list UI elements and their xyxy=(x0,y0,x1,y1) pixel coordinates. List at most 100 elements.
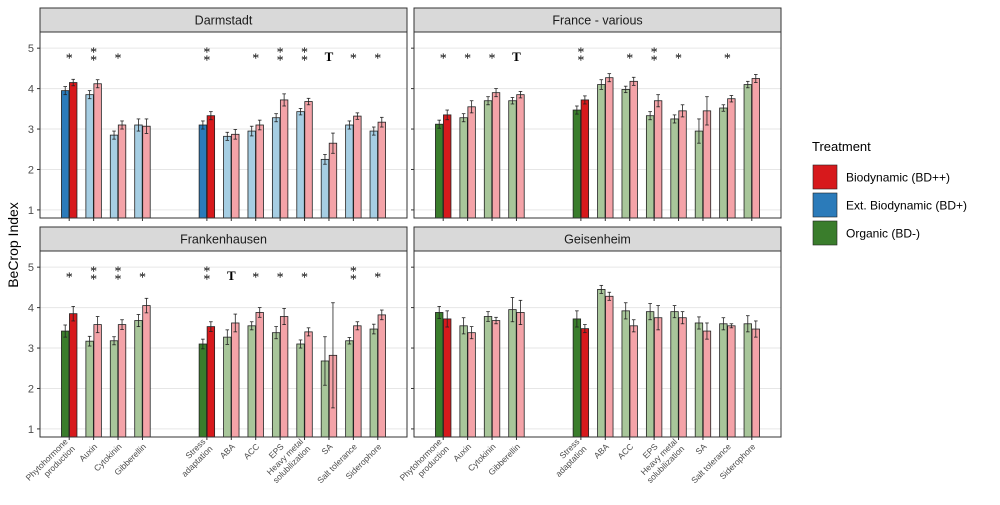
bar-siderophore-bd xyxy=(751,328,760,438)
bar-gibberellin-bd xyxy=(516,312,525,438)
error-bar xyxy=(461,113,466,123)
bar-cytokinin-bd xyxy=(109,134,119,219)
bar-salt-tolerance-bd xyxy=(719,323,728,438)
bar-phytohormone-production-bd xyxy=(435,312,444,438)
significance-star: * xyxy=(277,45,284,60)
error-bar xyxy=(461,317,466,335)
error-bar xyxy=(494,88,498,98)
bar-siderophore-bd xyxy=(743,323,752,438)
bar-siderophore-bd xyxy=(377,121,386,219)
error-bar xyxy=(623,302,628,320)
bar-siderophore-bd xyxy=(369,130,378,219)
bar-siderophore-bd xyxy=(751,78,760,219)
significance-star: * xyxy=(577,45,584,60)
error-bar xyxy=(95,316,100,334)
error-bar xyxy=(575,105,579,115)
error-bar xyxy=(331,302,335,409)
error-bar xyxy=(306,327,311,337)
panel-border xyxy=(413,250,782,438)
significance-mark: * xyxy=(139,270,146,285)
error-bar xyxy=(298,108,303,116)
bar-acc-bd xyxy=(621,89,630,219)
bar-aba-bd xyxy=(223,135,232,219)
panel-strip xyxy=(413,7,782,33)
bar-aba-bd xyxy=(597,84,606,219)
error-bar xyxy=(486,311,490,322)
bar-phytohormone-production-bd xyxy=(69,82,78,219)
y-tick-label: 3 xyxy=(28,124,34,136)
bar-sa-bd xyxy=(320,158,330,219)
panel-strip xyxy=(39,226,408,252)
significance-star: * xyxy=(301,45,308,60)
bar-auxin-bd xyxy=(467,332,476,438)
significance-star: * xyxy=(203,272,210,287)
significance-mark: * xyxy=(66,51,73,66)
significance-mark: * xyxy=(115,51,122,66)
panel-border xyxy=(39,250,408,438)
significance-star: * xyxy=(90,53,97,68)
significance-star: * xyxy=(90,45,97,60)
x-tick-label-aba: ABA xyxy=(592,441,611,460)
error-bar xyxy=(680,104,685,118)
significance-mark: * * xyxy=(115,264,122,287)
bar-eps-bd xyxy=(279,99,289,219)
significance-mark: * xyxy=(277,270,284,285)
significance-star: * xyxy=(350,264,357,279)
error-bar xyxy=(494,316,498,325)
bar-auxin-bd xyxy=(459,117,468,219)
x-tick-label-phytohormone-production: Phytohormoneproduction xyxy=(398,436,451,489)
bar-acc-bd xyxy=(629,325,638,438)
error-bar xyxy=(379,309,384,321)
error-bar xyxy=(518,91,523,99)
x-tick-label-line: Auxin xyxy=(451,441,473,463)
y-tick-label: 3 xyxy=(28,343,34,355)
error-bar xyxy=(144,297,149,314)
error-bar xyxy=(95,79,100,89)
bar-cytokinin-bd xyxy=(491,320,501,438)
bar-stress-adaptation-bd xyxy=(580,328,590,438)
bar-cytokinin-bd xyxy=(483,100,493,219)
error-bar xyxy=(631,76,636,86)
error-bar xyxy=(510,297,515,323)
error-bar xyxy=(87,335,92,347)
error-bar xyxy=(656,94,660,108)
error-bar xyxy=(323,336,327,386)
x-tick-label-auxin: Auxin xyxy=(77,441,99,463)
significance-star: * xyxy=(301,53,308,68)
significance-mark: * * xyxy=(577,45,584,68)
error-bar xyxy=(445,109,450,121)
bar-salt-tolerance-bd xyxy=(727,325,736,438)
error-bar xyxy=(71,305,76,322)
error-bar xyxy=(583,324,587,334)
error-bar xyxy=(209,111,213,121)
error-bar xyxy=(469,326,474,340)
error-bar xyxy=(225,329,230,345)
error-bar xyxy=(257,307,262,318)
bar-auxin-bd xyxy=(467,106,476,219)
bar-eps-bd xyxy=(653,317,663,438)
y-tick-label: 4 xyxy=(28,84,34,96)
error-bar xyxy=(753,320,758,338)
error-bar xyxy=(437,305,442,319)
bar-aba-bd xyxy=(605,295,614,438)
bar-gibberellin-bd xyxy=(134,124,143,219)
error-bar xyxy=(445,310,450,328)
error-bar xyxy=(274,113,278,123)
error-bar xyxy=(745,80,750,89)
significance-mark: * * xyxy=(301,45,308,68)
significance-star: * xyxy=(115,272,122,287)
error-bar xyxy=(257,119,262,131)
significance-mark: * xyxy=(675,51,682,66)
bar-auxin-bd xyxy=(459,325,468,438)
x-tick-label-aba: ABA xyxy=(218,441,237,460)
error-bar xyxy=(729,323,734,329)
error-bar xyxy=(282,308,286,325)
bar-sa-bd xyxy=(702,330,712,438)
bar-acc-bd xyxy=(247,325,256,438)
significance-mark: * * xyxy=(277,45,284,68)
bar-stress-adaptation-bd xyxy=(580,99,590,219)
panel-title: Darmstadt xyxy=(195,14,253,28)
error-bar xyxy=(753,74,758,83)
